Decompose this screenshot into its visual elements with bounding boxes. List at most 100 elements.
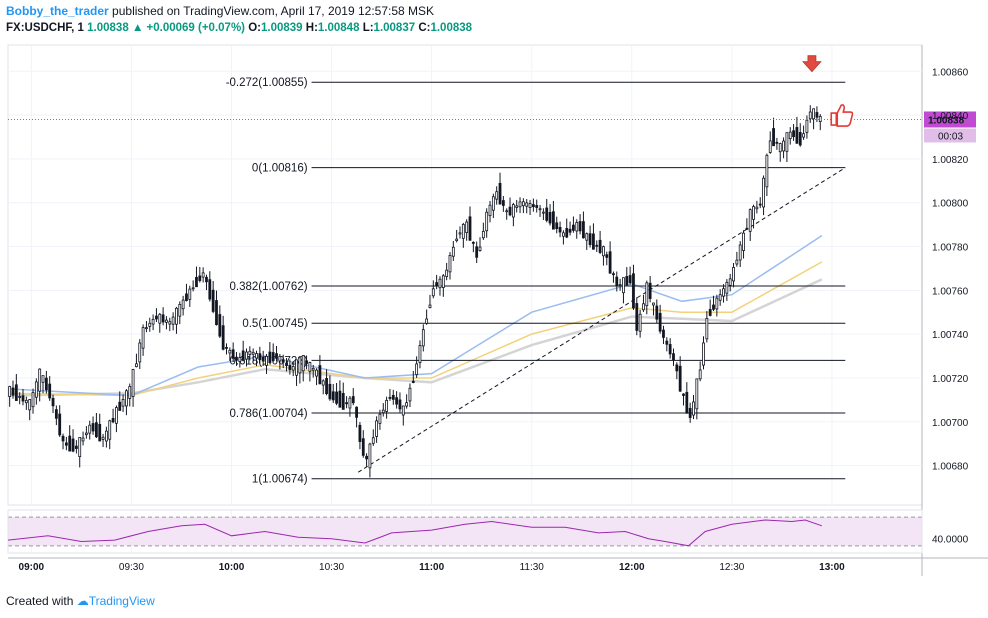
candle-down <box>792 130 795 138</box>
candle-down <box>712 304 715 310</box>
candle-up <box>428 304 432 309</box>
candle-down <box>361 438 365 456</box>
candle-down <box>275 353 278 359</box>
trendline[interactable] <box>357 167 846 473</box>
down-arrow-icon[interactable] <box>802 55 822 73</box>
candle-up <box>188 288 192 300</box>
candle-down <box>565 228 569 238</box>
fib-level-label: 0.5(1.00745) <box>242 318 307 330</box>
candle-up <box>421 329 425 347</box>
x-tick-label: 11:30 <box>520 562 545 573</box>
rsi-band-fill <box>8 517 922 546</box>
candle-down <box>545 207 549 221</box>
candle-up <box>755 206 759 210</box>
candle-down <box>44 377 48 391</box>
candle-up <box>158 313 162 324</box>
candle-up <box>38 368 42 392</box>
candle-down <box>341 393 345 410</box>
candle-up <box>145 327 148 330</box>
candle-up <box>255 353 258 359</box>
candle-up <box>495 191 499 200</box>
candlesticks <box>8 105 822 478</box>
candle-up <box>538 208 542 211</box>
countdown-label: 00:03 <box>938 131 963 142</box>
candle-up <box>175 307 178 325</box>
candle-up <box>121 398 125 407</box>
candle-down <box>68 435 72 452</box>
candle-down <box>281 359 285 363</box>
candle-down <box>588 233 592 245</box>
candle-down <box>208 279 212 300</box>
candle-down <box>155 315 158 320</box>
candle-down <box>598 239 602 253</box>
candle-up <box>105 430 108 442</box>
thumbs-up-icon[interactable] <box>830 104 854 127</box>
candle-down <box>358 424 362 442</box>
candle-down <box>91 423 95 432</box>
candle-up <box>488 204 492 217</box>
candle-up <box>138 342 142 363</box>
low-value: 1.00837 <box>373 22 416 34</box>
open-label: O: <box>248 22 261 34</box>
candle-down <box>231 349 235 359</box>
rsi-pane <box>7 509 923 554</box>
tradingview-brand[interactable]: TradingView <box>88 594 155 608</box>
candle-down <box>395 397 399 405</box>
candle-up <box>515 205 519 208</box>
candle-up <box>8 386 12 397</box>
candle-up <box>645 282 649 307</box>
close-value: 1.00838 <box>430 22 473 34</box>
open-value: 1.00839 <box>260 22 303 34</box>
candle-down <box>508 206 512 216</box>
candle-up <box>622 277 625 294</box>
x-tick-label: 12:00 <box>619 562 645 573</box>
candle-up <box>18 396 22 398</box>
candle-up <box>521 201 525 207</box>
y-tick-label: 1.00840 <box>932 111 969 122</box>
candle-down <box>161 314 165 323</box>
candle-up <box>808 111 812 120</box>
fibonacci-retracement[interactable]: -0.272(1.00855) 0(1.00816) 0.382(1.00762) 0… <box>226 77 846 486</box>
candle-down <box>501 200 505 206</box>
candle-down <box>51 397 55 407</box>
candle-down <box>815 112 819 118</box>
candle-down <box>662 329 665 338</box>
candle-up <box>525 202 529 207</box>
candle-down <box>475 246 479 258</box>
candle-down <box>648 282 652 299</box>
grid-lines <box>7 44 988 576</box>
annotations[interactable]: 1.00838 00:03 <box>8 55 976 143</box>
candle-up <box>768 140 772 153</box>
author-name[interactable]: Bobby_the_trader <box>6 4 109 18</box>
candle-up <box>321 380 325 386</box>
candle-up <box>418 345 422 363</box>
candle-down <box>468 216 472 241</box>
candle-up <box>762 177 765 208</box>
symbol-ohlc-header: FX:USDCHF, 1 1.00838 ▲ +0.00069 (+0.07%)… <box>6 22 472 34</box>
candle-down <box>391 394 395 400</box>
candle-up <box>782 140 785 152</box>
candle-down <box>235 356 238 361</box>
candle-up <box>308 362 312 372</box>
candle-up <box>88 424 92 434</box>
candle-down <box>668 344 672 355</box>
candle-up <box>478 246 482 251</box>
candle-up <box>298 357 302 374</box>
candle-down <box>331 391 335 401</box>
y-tick-label: 1.00680 <box>932 462 969 473</box>
candle-up <box>778 143 782 153</box>
candle-up <box>78 437 82 458</box>
candle-down <box>305 360 308 364</box>
candle-down <box>758 203 762 206</box>
publish-info: published on TradingView.com, April 17, … <box>112 4 435 18</box>
candle-down <box>471 241 475 244</box>
candle-down <box>795 127 799 144</box>
candle-down <box>11 387 15 396</box>
candle-down <box>195 276 198 288</box>
candle-down <box>548 211 552 224</box>
candle-up <box>201 272 205 278</box>
candle-down <box>411 380 415 383</box>
candle-down <box>772 128 775 147</box>
candle-up <box>652 302 655 306</box>
